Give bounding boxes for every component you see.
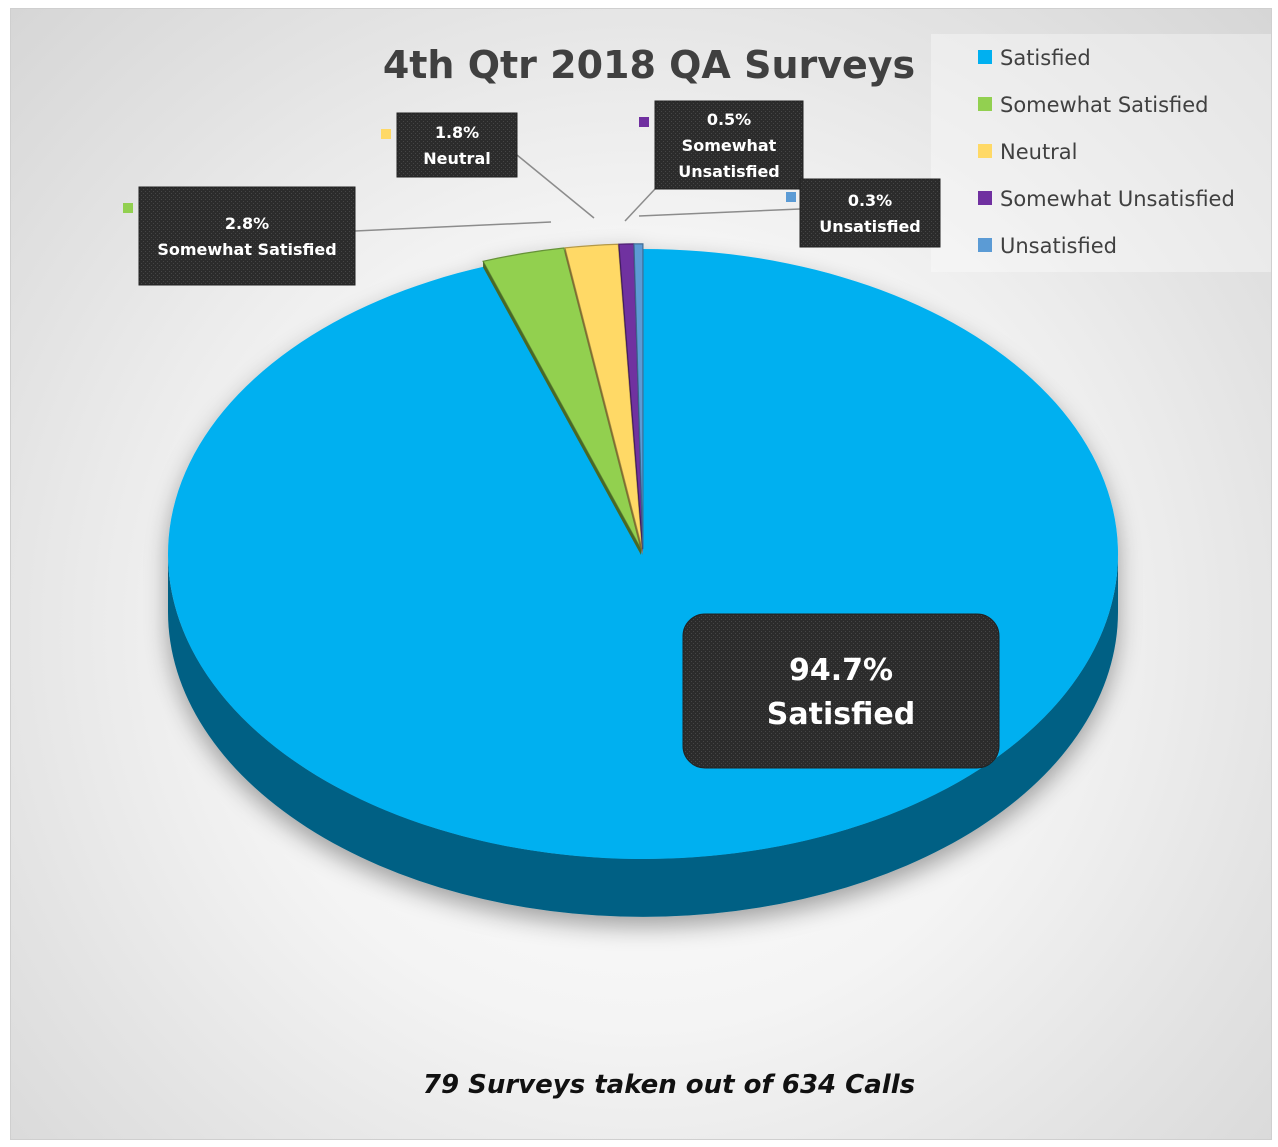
- data-label-value-unsatisfied: 0.3%: [848, 191, 892, 210]
- data-label-name-somewhat-satisfied: Somewhat Satisfied: [157, 240, 336, 259]
- chart-area: 4th Qtr 2018 QA Surveys Satisfied Somewha…: [10, 8, 1272, 1140]
- legend-swatch-somewhat-satisfied: [978, 97, 992, 111]
- legend-swatch-somewhat-unsatisfied: [978, 191, 992, 205]
- pie-cut-unsatisfied: [633, 243, 643, 555]
- data-label-value-satisfied: 94.7%: [789, 653, 893, 688]
- data-label-box-somewhat-satisfied: [138, 186, 356, 286]
- legend-label-somewhat-unsatisfied: Somewhat Unsatisfied: [1000, 187, 1235, 211]
- pie-side-satisfied: [168, 554, 1118, 917]
- data-label-key-somewhat-unsatisfied: [639, 117, 649, 127]
- pie-slice-unsatisfied: [633, 243, 644, 549]
- chart-title: 4th Qtr 2018 QA Surveys: [383, 43, 915, 87]
- legend-label-unsatisfied: Unsatisfied: [1000, 234, 1117, 258]
- legend-swatch-neutral: [978, 144, 992, 158]
- legend-swatch-unsatisfied: [978, 238, 992, 252]
- pie-slice-somewhat-satisfied: [482, 247, 642, 550]
- pie-cut-somewhat-unsatisfied: [618, 244, 643, 555]
- legend-label-somewhat-satisfied: Somewhat Satisfied: [1000, 93, 1209, 117]
- pie-cut-somewhat-satisfied: [483, 261, 642, 555]
- data-label-box-neutral: [396, 112, 518, 178]
- data-label-box-satisfied: [682, 613, 1000, 769]
- pie-cut-neutral: [564, 247, 643, 555]
- data-label-name-neutral: Neutral: [423, 149, 490, 168]
- data-label-key-neutral: [381, 129, 391, 139]
- data-label-name-unsatisfied: Unsatisfied: [819, 217, 921, 236]
- data-label-value-somewhat-unsatisfied: 0.5%: [707, 110, 751, 129]
- data-label-value-somewhat-satisfied: 2.8%: [225, 214, 269, 233]
- pie-chart: 4th Qtr 2018 QA Surveys Satisfied Somewha…: [123, 34, 1271, 1100]
- leader-line-neutral: [516, 154, 595, 219]
- data-label-name-somewhat-unsatisfied: Unsatisfied: [678, 162, 780, 181]
- chart-legend: Satisfied Somewhat Satisfied Neutral Somewh…: [931, 34, 1271, 272]
- footnote: 79 Surveys taken out of 634 Calls: [423, 1070, 915, 1100]
- data-label-key-unsatisfied: [786, 192, 796, 202]
- data-label-key-somewhat-satisfied: [123, 203, 133, 213]
- data-label-box-unsatisfied: [799, 178, 941, 248]
- data-label-name-somewhat-unsatisfied: Somewhat: [682, 136, 777, 155]
- legend-swatch-satisfied: [978, 50, 992, 64]
- data-label-name-satisfied: Satisfied: [767, 697, 915, 732]
- leader-line-somewhat-unsatisfied: [624, 188, 656, 222]
- legend-label-satisfied: Satisfied: [1000, 46, 1091, 70]
- leader-line-unsatisfied: [638, 208, 801, 217]
- data-label-value-neutral: 1.8%: [435, 123, 479, 142]
- legend-label-neutral: Neutral: [1000, 140, 1078, 164]
- data-label-box-somewhat-unsatisfied: [654, 100, 804, 190]
- leader-line-somewhat-satisfied: [354, 221, 552, 232]
